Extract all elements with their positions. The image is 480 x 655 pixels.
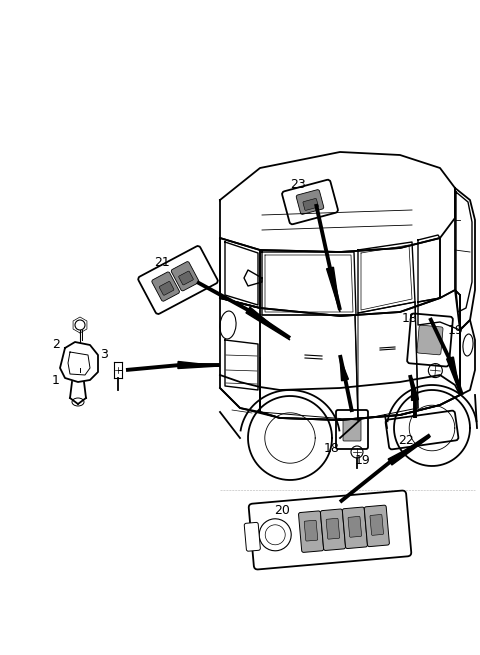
FancyBboxPatch shape xyxy=(326,518,340,539)
FancyBboxPatch shape xyxy=(299,511,324,552)
FancyBboxPatch shape xyxy=(159,282,174,295)
Text: 23: 23 xyxy=(290,179,306,191)
FancyBboxPatch shape xyxy=(303,198,318,210)
FancyBboxPatch shape xyxy=(304,520,318,541)
FancyBboxPatch shape xyxy=(336,410,368,449)
FancyBboxPatch shape xyxy=(348,516,361,537)
Polygon shape xyxy=(446,357,460,393)
Polygon shape xyxy=(178,362,220,369)
Text: 18: 18 xyxy=(402,312,418,324)
Text: 20: 20 xyxy=(274,504,290,517)
FancyBboxPatch shape xyxy=(407,314,453,367)
Text: 19: 19 xyxy=(355,453,371,466)
Polygon shape xyxy=(340,358,348,381)
FancyBboxPatch shape xyxy=(249,491,411,569)
Polygon shape xyxy=(326,267,340,312)
FancyBboxPatch shape xyxy=(152,272,180,301)
FancyBboxPatch shape xyxy=(343,419,361,441)
FancyBboxPatch shape xyxy=(171,261,199,291)
FancyBboxPatch shape xyxy=(244,523,260,552)
Text: 19: 19 xyxy=(448,324,464,337)
FancyBboxPatch shape xyxy=(385,411,458,449)
Text: 21: 21 xyxy=(154,255,170,269)
Polygon shape xyxy=(246,307,290,340)
FancyBboxPatch shape xyxy=(417,325,443,355)
Text: 22: 22 xyxy=(398,434,414,447)
Text: 18: 18 xyxy=(324,441,340,455)
FancyBboxPatch shape xyxy=(364,505,389,547)
FancyBboxPatch shape xyxy=(296,190,324,214)
FancyBboxPatch shape xyxy=(370,515,384,535)
FancyBboxPatch shape xyxy=(321,509,346,550)
Polygon shape xyxy=(411,378,419,400)
FancyBboxPatch shape xyxy=(342,507,368,548)
Polygon shape xyxy=(388,437,430,465)
Text: 3: 3 xyxy=(100,348,108,360)
FancyBboxPatch shape xyxy=(282,179,338,224)
FancyBboxPatch shape xyxy=(138,246,218,314)
FancyBboxPatch shape xyxy=(179,271,193,285)
Text: 1: 1 xyxy=(52,373,60,386)
Text: 2: 2 xyxy=(52,339,60,352)
